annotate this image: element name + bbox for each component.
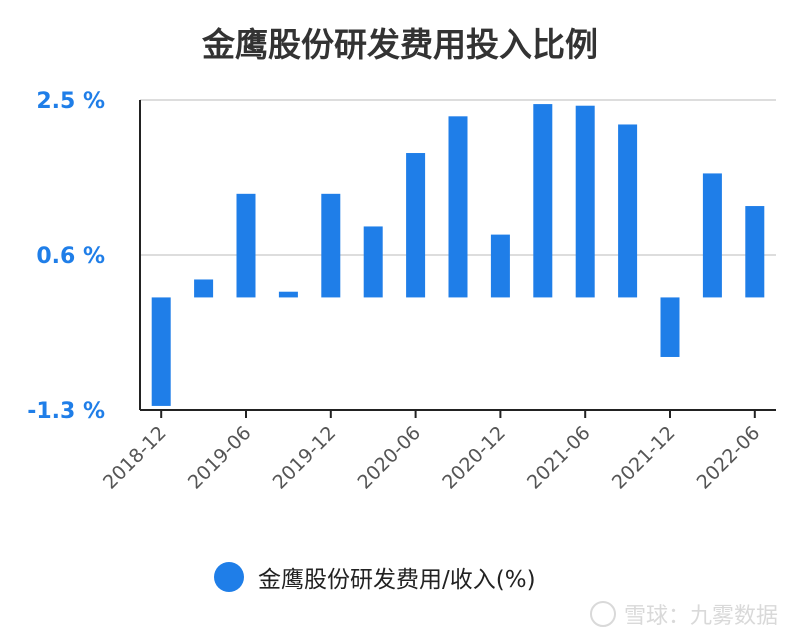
x-tick-label: 2020-06 (353, 422, 425, 494)
x-tick-label: 2022-06 (693, 422, 765, 494)
x-tick-label: 2019-12 (269, 422, 341, 494)
bar (278, 291, 298, 298)
bar (618, 124, 638, 298)
y-tick-label: 2.5 % (36, 89, 105, 114)
bar (151, 297, 171, 406)
bar (660, 297, 680, 357)
legend[interactable]: 金鹰股份研发费用/收入(%) (214, 560, 536, 594)
legend-marker-icon (214, 562, 244, 592)
y-tick-label: 0.6 % (36, 244, 105, 269)
bar (533, 104, 553, 298)
y-tick-label: -1.3 % (27, 399, 105, 424)
x-tick-label: 2021-12 (608, 422, 680, 494)
watermark-text: 雪球：九雾数据 (623, 604, 778, 629)
bar (448, 116, 468, 298)
bar (363, 226, 383, 298)
bar (321, 193, 341, 298)
bar (236, 193, 256, 298)
x-tick-label: 2018-12 (99, 422, 171, 494)
x-tick-label: 2019-06 (184, 422, 256, 494)
snowball-logo-icon (589, 601, 616, 627)
legend-label: 金鹰股份研发费用/收入(%) (258, 567, 536, 593)
watermark: 雪球：九雾数据 (589, 598, 778, 630)
bar (702, 173, 722, 298)
bar (406, 153, 426, 298)
bar (575, 105, 595, 298)
bar (194, 279, 214, 298)
x-tick-label: 2021-06 (523, 422, 595, 494)
bar (490, 234, 510, 298)
x-tick-label: 2020-12 (438, 422, 510, 494)
bar (745, 206, 765, 298)
chart-title: 金鹰股份研发费用投入比例 (202, 25, 598, 64)
